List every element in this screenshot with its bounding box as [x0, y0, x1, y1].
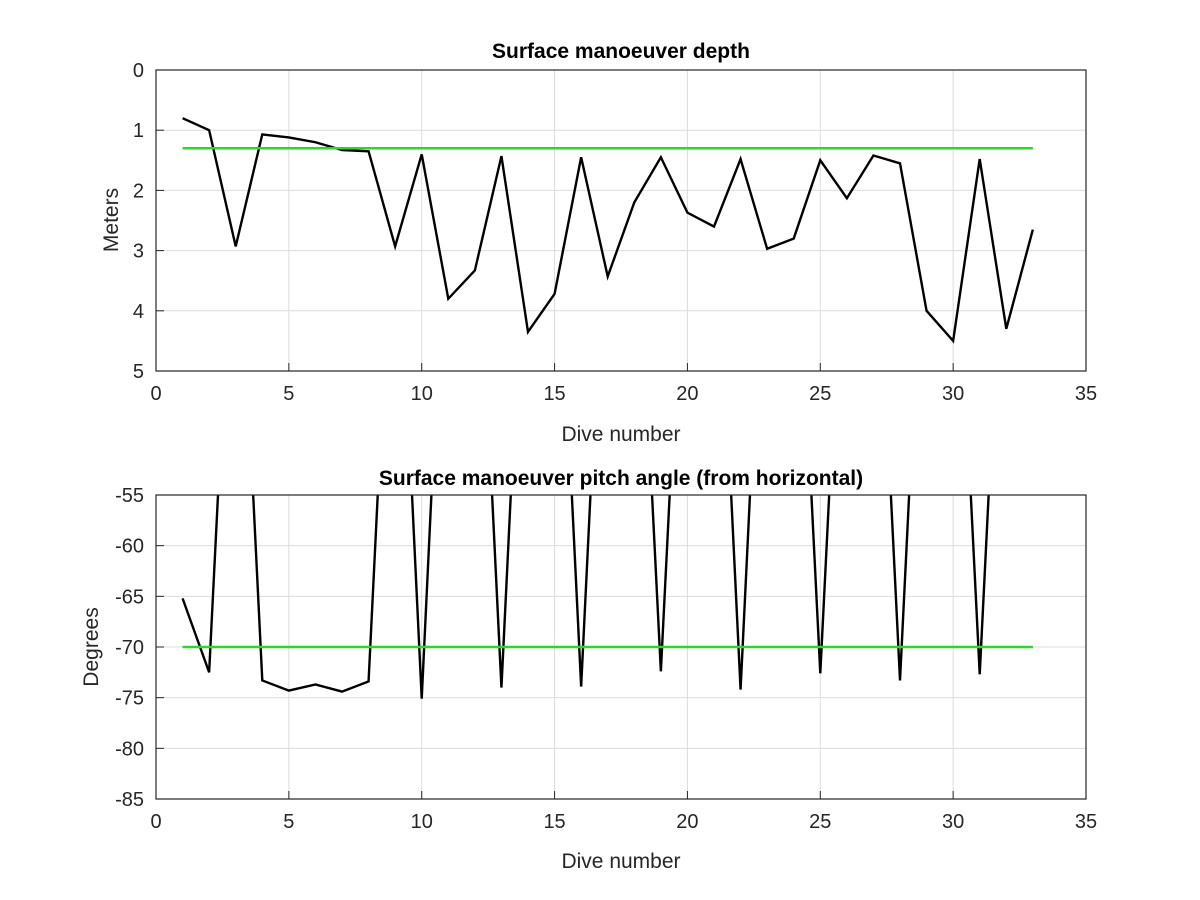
pitch-x-tick-label: 20 — [676, 811, 698, 833]
pitch-y-tick-label: -85 — [115, 789, 144, 811]
pitch-x-tick-labels: 0 5 10 15 20 25 30 35 — [150, 811, 1097, 833]
pitch-subplot: 0 5 10 15 20 25 30 35 -55 -60 -65 -70 -75 -80 -85 Sur… — [80, 467, 1097, 873]
pitch-series-group — [181, 495, 1033, 699]
depth-x-tick-label: 30 — [942, 383, 964, 405]
depth-chart-title: Surface manoeuver depth — [492, 40, 750, 63]
pitch-y-tick-label: -60 — [115, 536, 144, 558]
pitch-x-axis-label: Dive number — [561, 850, 680, 873]
depth-y-tick-labels: 0 1 2 3 4 5 — [133, 60, 144, 383]
depth-x-tick-label: 25 — [809, 383, 831, 405]
depth-plot-area — [156, 70, 1086, 371]
pitch-x-tick-label: 35 — [1075, 811, 1097, 833]
depth-x-tick-label: 0 — [150, 383, 161, 405]
pitch-x-tick-label: 5 — [283, 811, 294, 833]
pitch-y-tick-label: -70 — [115, 637, 144, 659]
pitch-series-line — [181, 495, 990, 699]
pitch-axes-frame — [155, 494, 1087, 800]
depth-series-group — [182, 117, 1035, 344]
depth-y-tick-label: 1 — [133, 120, 144, 142]
pitch-x-tick-label: 15 — [543, 811, 565, 833]
depth-x-axis-label: Dive number — [561, 423, 680, 446]
pitch-y-tick-label: -80 — [115, 738, 144, 760]
depth-y-tick-label: 0 — [133, 60, 144, 82]
depth-x-tick-label: 20 — [676, 383, 698, 405]
pitch-x-tick-label: 30 — [942, 811, 964, 833]
pitch-y-tick-labels: -55 -60 -65 -70 -75 -80 -85 — [115, 485, 144, 811]
depth-y-tick-label: 3 — [133, 241, 144, 263]
depth-y-tick-label: 2 — [133, 180, 144, 202]
depth-series-line — [182, 117, 1035, 344]
depth-y-tick-label: 5 — [133, 361, 144, 383]
depth-x-tick-label: 15 — [543, 383, 565, 405]
depth-axes-frame — [155, 69, 1087, 372]
pitch-y-tick-label: -55 — [115, 485, 144, 507]
depth-x-tick-label: 10 — [411, 383, 433, 405]
pitch-chart-title: Surface manoeuver pitch angle (from hori… — [379, 467, 863, 490]
depth-x-tick-label: 35 — [1075, 383, 1097, 405]
depth-x-tick-label: 5 — [283, 383, 294, 405]
pitch-x-tick-label: 10 — [411, 811, 433, 833]
pitch-x-tick-label: 25 — [809, 811, 831, 833]
depth-y-axis-label: Meters — [100, 188, 123, 252]
pitch-x-tick-label: 0 — [150, 811, 161, 833]
depth-x-tick-labels: 0 5 10 15 20 25 30 35 — [150, 383, 1097, 405]
pitch-y-tick-label: -65 — [115, 586, 144, 608]
pitch-y-tick-label: -75 — [115, 688, 144, 710]
pitch-y-axis-label: Degrees — [80, 607, 103, 686]
depth-y-tick-label: 4 — [133, 301, 144, 323]
